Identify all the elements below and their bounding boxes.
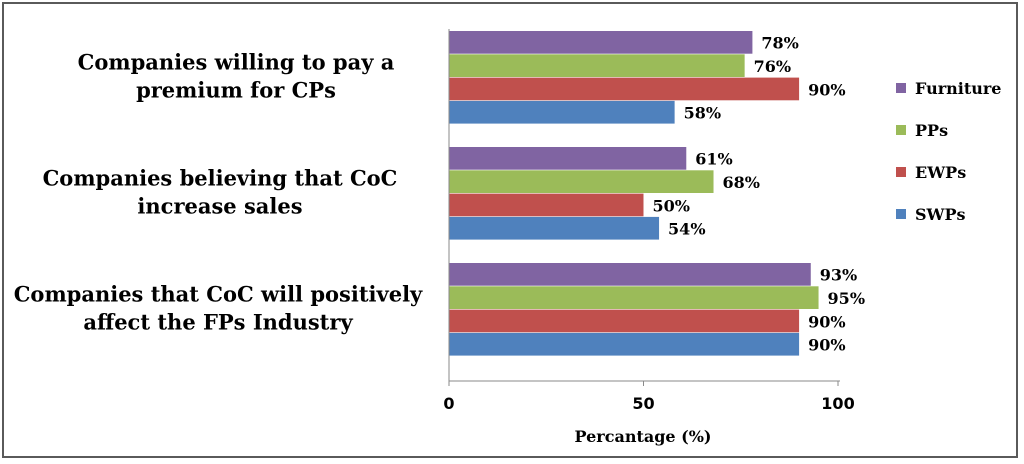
category-label-0-line-0: Companies willing to pay a	[78, 50, 395, 75]
category-label-0-line-1: premium for CPs	[136, 78, 336, 103]
legend-label-furniture: Furniture	[915, 79, 1001, 98]
category-labels-group: Companies willing to pay a premium for CP…	[14, 50, 423, 335]
bar-pps-1	[449, 170, 714, 193]
bar-swps-0	[449, 100, 675, 124]
legend-swatch-swps	[896, 209, 906, 219]
bar-ewps-0	[449, 77, 800, 101]
value-label-ewps-1: 50%	[653, 196, 690, 215]
bar-furniture-1	[449, 147, 687, 170]
legend: Furniture PPs EWPs SWPs	[896, 79, 1001, 224]
value-label-pps-2: 95%	[828, 289, 865, 308]
bar-pps-2	[449, 286, 819, 309]
legend-label-swps: SWPs	[915, 205, 966, 224]
bar-ewps-1	[449, 193, 644, 217]
value-label-pps-1: 68%	[723, 173, 760, 192]
category-label-2-line-0: Companies that CoC will positively	[14, 282, 423, 307]
x-tick-label-0: 0	[443, 394, 454, 413]
value-label-furniture-1: 61%	[695, 150, 732, 169]
value-label-ewps-0: 90%	[808, 80, 845, 99]
value-label-swps-2: 90%	[808, 336, 845, 355]
legend-swatch-furniture	[896, 83, 906, 93]
value-label-swps-0: 58%	[684, 104, 721, 123]
value-label-ewps-2: 90%	[808, 312, 845, 331]
bar-swps-1	[449, 216, 660, 240]
bars-group	[449, 31, 819, 356]
x-tick-label-50: 50	[632, 394, 654, 413]
legend-label-pps: PPs	[915, 121, 948, 140]
category-label-2-line-1: affect the FPs Industry	[83, 310, 353, 335]
legend-swatch-pps	[896, 125, 906, 135]
value-label-furniture-2: 93%	[820, 266, 857, 285]
bar-ewps-2	[449, 309, 800, 333]
legend-swatch-ewps	[896, 167, 906, 177]
tick-labels-group: 0 50 100	[443, 394, 854, 413]
category-label-1-line-1: increase sales	[137, 194, 302, 219]
bar-swps-2	[449, 332, 800, 356]
x-tick-label-100: 100	[821, 394, 854, 413]
value-label-furniture-0: 78%	[761, 34, 798, 53]
x-axis-title: Percantage (%)	[575, 427, 712, 446]
value-labels-group: 78% 76% 90% 58% 61% 68% 50% 54% 93% 95% 90% 90%	[653, 34, 866, 355]
axes-group	[448, 29, 840, 386]
bar-furniture-0	[449, 31, 753, 54]
bar-furniture-2	[449, 263, 811, 286]
legend-label-ewps: EWPs	[915, 163, 966, 182]
value-label-swps-1: 54%	[668, 220, 705, 239]
value-label-pps-0: 76%	[754, 57, 791, 76]
category-label-1-line-0: Companies believing that CoC	[43, 166, 398, 191]
bar-pps-0	[449, 54, 745, 77]
